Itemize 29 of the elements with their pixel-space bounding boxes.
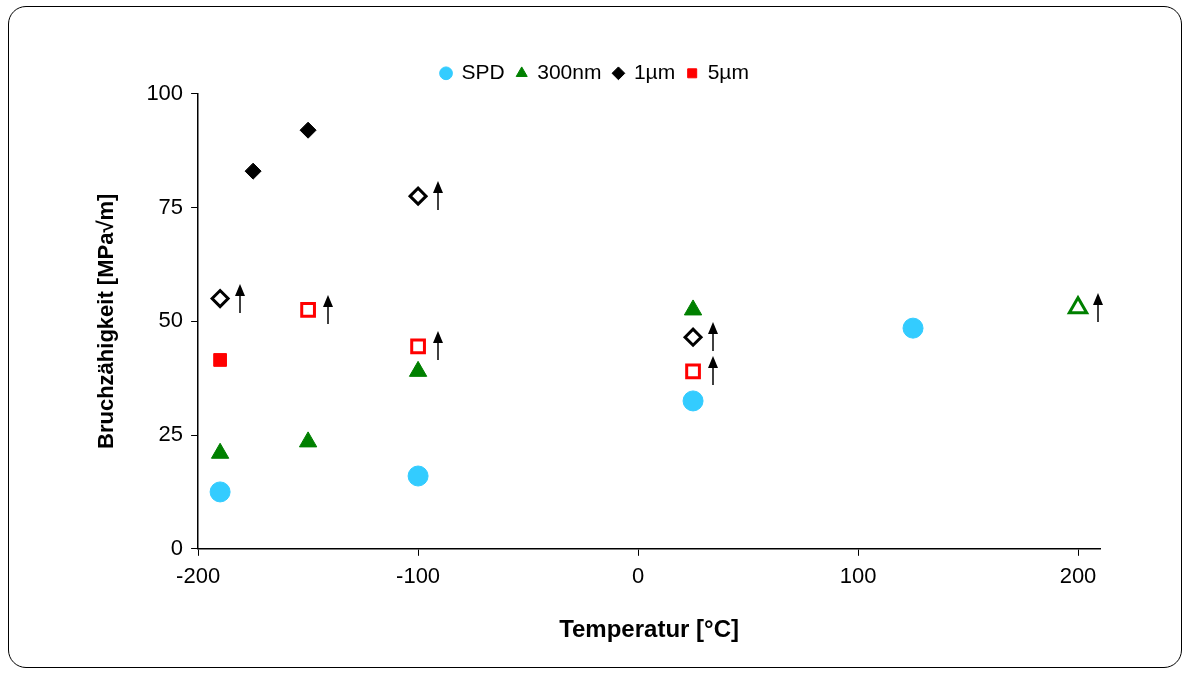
- legend-label: 300nm: [537, 60, 602, 84]
- point: [244, 162, 262, 180]
- point: [209, 481, 231, 503]
- y-tick-label: 25: [158, 421, 184, 447]
- y-tick-label: 50: [158, 307, 184, 333]
- point: [407, 465, 429, 487]
- point: [408, 186, 428, 206]
- point: [902, 317, 924, 339]
- point: [210, 289, 230, 309]
- x-tick-label: 0: [631, 563, 645, 589]
- x-tick-label: 200: [1059, 563, 1097, 589]
- y-tick-label: 0: [170, 534, 184, 560]
- x-tick-label: 100: [839, 563, 877, 589]
- point: [299, 121, 317, 139]
- y-axis-title: Bruchzähigkeit [MPa√m]: [93, 193, 119, 449]
- point: [213, 353, 227, 367]
- legend-label: 1µm: [633, 60, 676, 84]
- point: [683, 327, 703, 347]
- y-tick-label: 100: [146, 79, 184, 105]
- point: [682, 390, 704, 412]
- y-tick-label: 75: [158, 193, 184, 219]
- point: [410, 338, 426, 355]
- x-axis-title: Temperatur [°C]: [559, 615, 739, 643]
- legend-label: SPD: [461, 60, 505, 84]
- point: [300, 302, 316, 318]
- legend-label: 5µm: [707, 60, 749, 84]
- x-tick-label: -100: [396, 563, 441, 589]
- point: [685, 363, 701, 380]
- x-tick-label: -200: [176, 563, 221, 589]
